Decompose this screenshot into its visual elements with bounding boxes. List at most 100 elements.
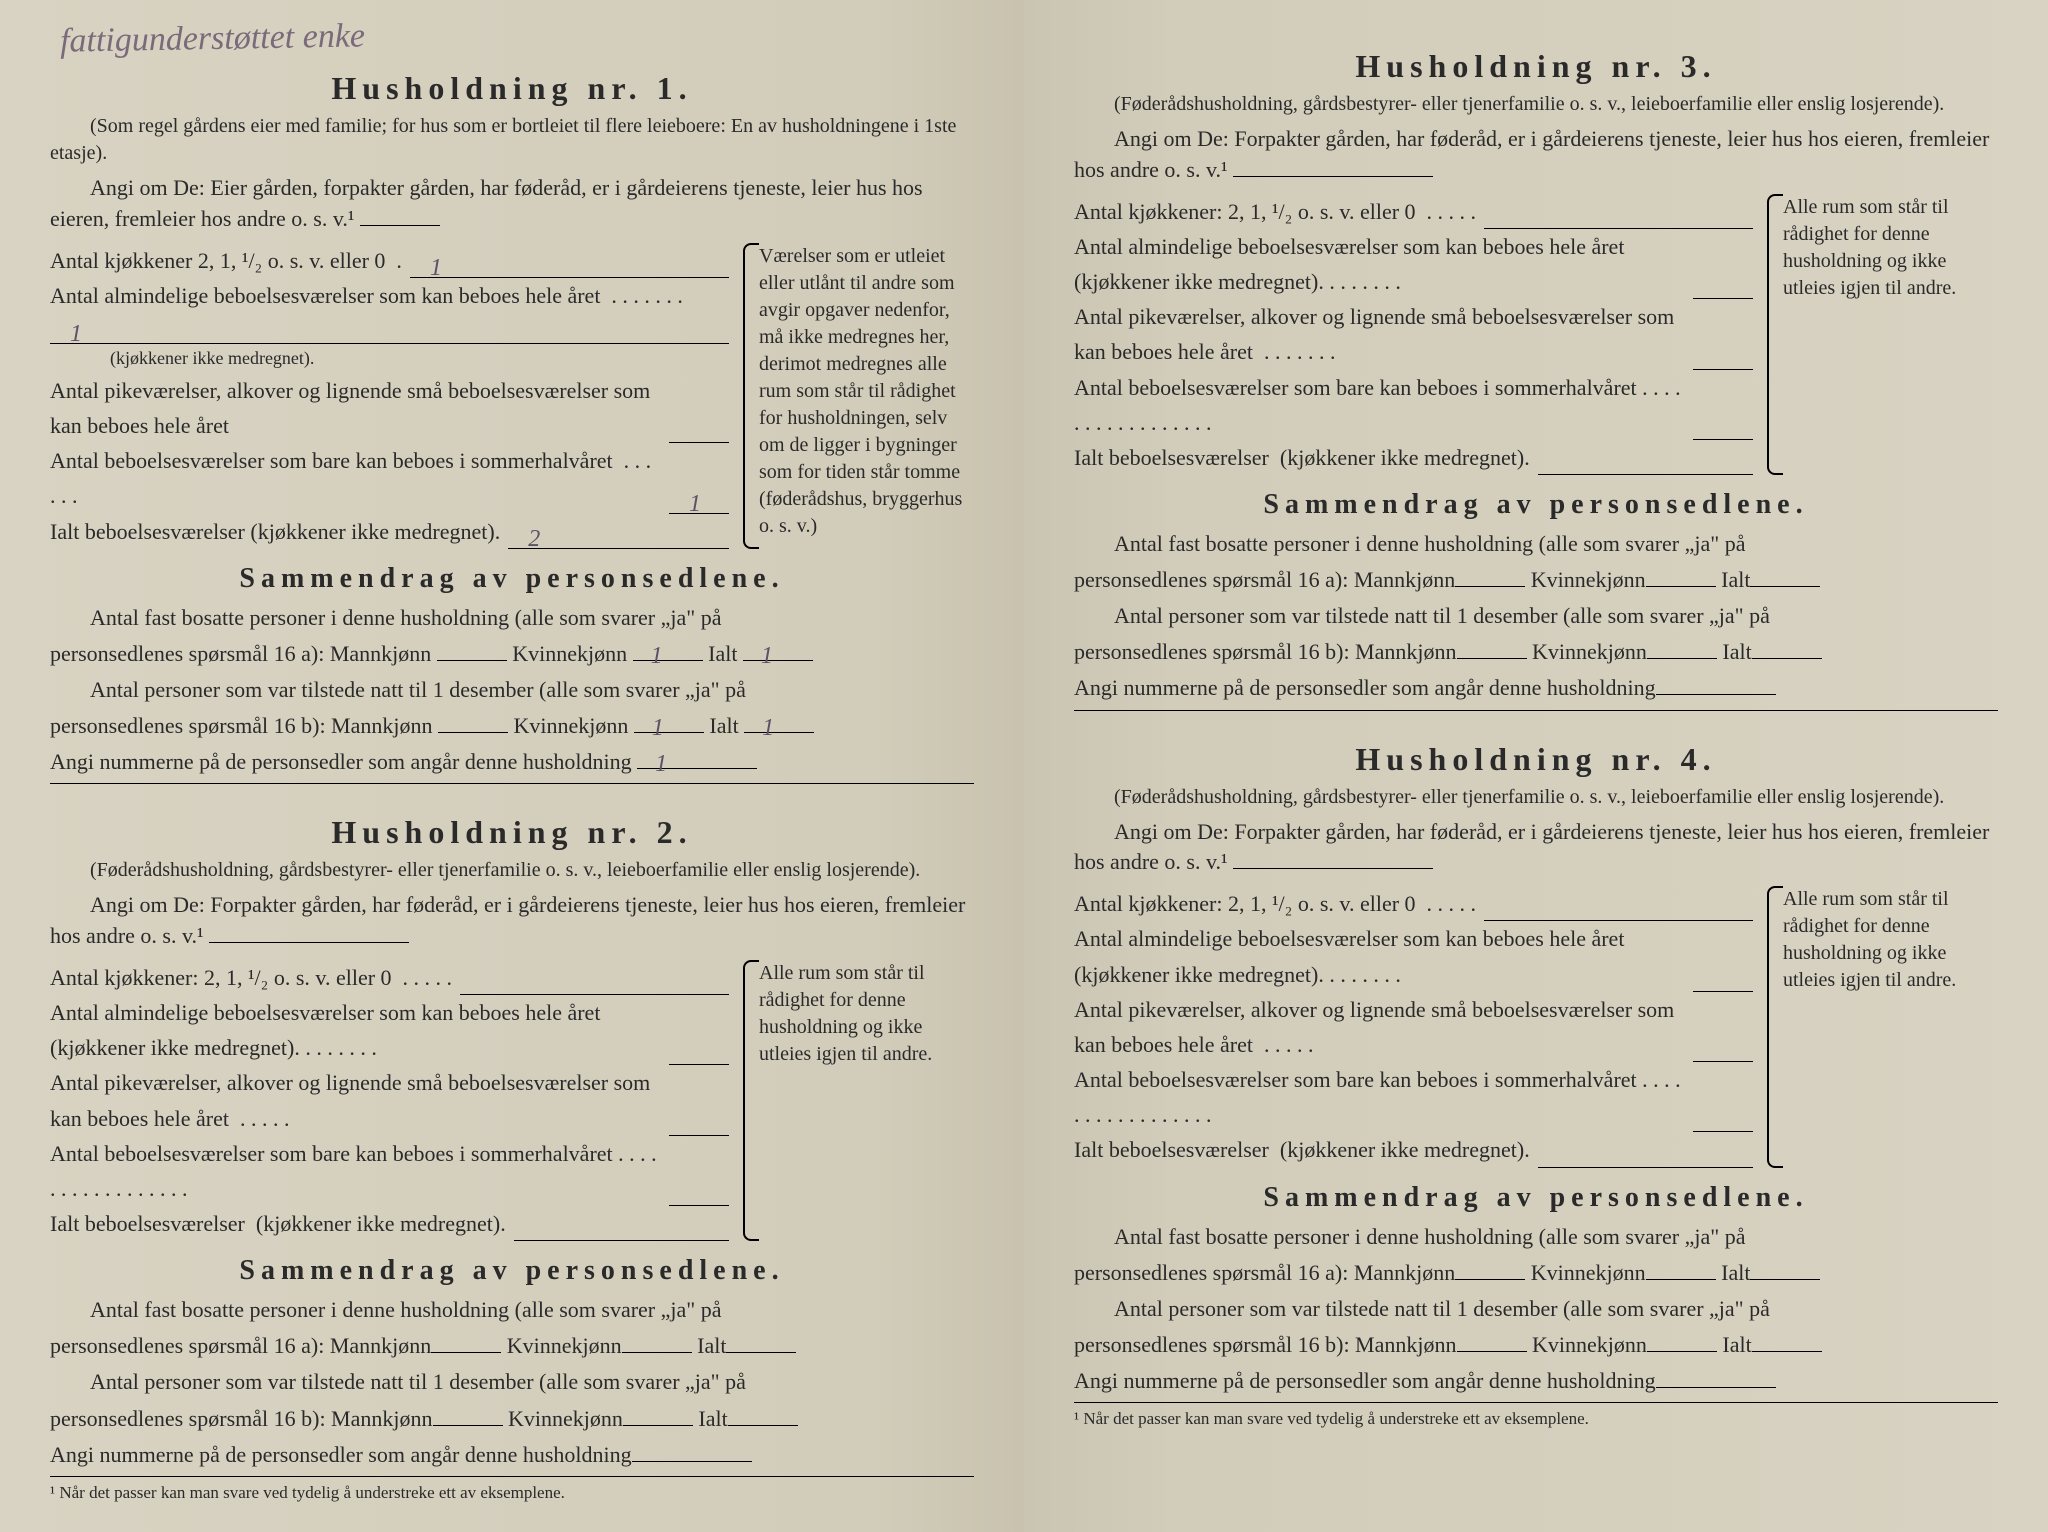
hh2-rule xyxy=(50,1476,974,1477)
hh4-l1: Antal kjøkkener: 2, 1, ¹/₂ o. s. v. elle… xyxy=(1074,886,1753,921)
hh2-l2-blank[interactable] xyxy=(669,1042,729,1065)
hh1-l3-label: Antal pikeværelser, alkover og lignende … xyxy=(50,373,661,443)
hh1-m2[interactable] xyxy=(438,714,508,733)
hh1-l1-blank[interactable]: 1 xyxy=(410,255,729,278)
household-3: Husholdning nr. 3. (Føderådshusholdning,… xyxy=(1074,48,1998,711)
hh2-i1[interactable] xyxy=(726,1334,796,1353)
hh2-answer-blank[interactable] xyxy=(209,924,409,943)
hh4-i1[interactable] xyxy=(1750,1261,1820,1280)
s-kv7: Kvinnekjønn xyxy=(1531,1260,1646,1285)
hh3-m2[interactable] xyxy=(1457,640,1527,659)
hh1-lines: Antal kjøkkener 2, 1, ¹/₂ o. s. v. eller… xyxy=(50,243,729,549)
hh1-l1: Antal kjøkkener 2, 1, ¹/₂ o. s. v. eller… xyxy=(50,243,729,278)
hh4-k2[interactable] xyxy=(1647,1333,1717,1352)
hh1-rule xyxy=(50,783,974,784)
hh1-l4-label: Antal beboelsesværelser som bare kan beb… xyxy=(50,443,661,513)
hh4-l4-blank[interactable] xyxy=(1693,1109,1753,1132)
hh2-k1[interactable] xyxy=(622,1334,692,1353)
hh3-k1[interactable] xyxy=(1646,568,1716,587)
hh2-i2[interactable] xyxy=(728,1407,798,1426)
hh3-l2-blank[interactable] xyxy=(1693,276,1753,299)
hh4-m2[interactable] xyxy=(1457,1333,1527,1352)
household-2: Husholdning nr. 2. (Føderådshusholdning,… xyxy=(50,814,974,1503)
s-ialt: Ialt xyxy=(708,641,737,666)
s-ialt4: Ialt xyxy=(698,1406,727,1431)
hh1-i2-val: 1 xyxy=(762,710,774,747)
hh4-l1-blank[interactable] xyxy=(1484,898,1753,921)
hh3-l1: Antal kjøkkener: 2, 1, ¹/₂ o. s. v. elle… xyxy=(1074,194,1753,229)
hh1-num-val: 1 xyxy=(655,746,667,783)
brace-icon xyxy=(743,243,759,549)
hh1-s-q1b: personsedlenes spørsmål 16 a): Mannkjønn… xyxy=(50,637,974,671)
hh1-m1[interactable] xyxy=(437,642,507,661)
hh2-m1[interactable] xyxy=(431,1334,501,1353)
hh2-lines: Antal kjøkkener: 2, 1, ¹/₂ o. s. v. elle… xyxy=(50,960,729,1242)
brace-icon xyxy=(1767,194,1783,476)
hh1-l2-val: 1 xyxy=(70,315,82,353)
hh3-l4-blank[interactable] xyxy=(1693,417,1753,440)
hh2-l5-blank[interactable] xyxy=(514,1218,729,1241)
hh4-question: Angi om De: Forpakter gården, har føderå… xyxy=(1074,817,1998,879)
hh4-i2[interactable] xyxy=(1752,1333,1822,1352)
hh3-m1[interactable] xyxy=(1455,568,1525,587)
s-kv8: Kvinnekjønn xyxy=(1532,1332,1647,1357)
hh2-num[interactable] xyxy=(632,1443,752,1462)
hh2-l3-label: Antal pikeværelser, alkover og lignende … xyxy=(50,1065,661,1135)
hh4-l4: Antal beboelsesværelser som bare kan beb… xyxy=(1074,1062,1753,1132)
hh4-l3-blank[interactable] xyxy=(1693,1039,1753,1062)
hh1-num[interactable]: 1 xyxy=(637,750,757,769)
hh1-answer-blank[interactable] xyxy=(360,207,440,226)
hh4-sammendrag-title: Sammendrag av personsedlene. xyxy=(1074,1182,1998,1214)
hh3-i1[interactable] xyxy=(1750,568,1820,587)
hh1-sammendrag-title: Sammendrag av personsedlene. xyxy=(50,563,974,595)
hh3-num[interactable] xyxy=(1656,676,1776,695)
s-q3-label3: Angi nummerne på de personsedler som ang… xyxy=(1074,675,1656,700)
hh4-l2: Antal almindelige beboelsesværelser som … xyxy=(1074,921,1753,991)
hh2-s-q1a: Antal fast bosatte personer i denne hush… xyxy=(50,1293,974,1327)
hh3-l1-blank[interactable] xyxy=(1484,206,1753,229)
hh1-i1[interactable]: 1 xyxy=(743,642,813,661)
hh1-question: Angi om De: Eier gården, forpakter gårde… xyxy=(50,173,974,235)
hh2-l4-blank[interactable] xyxy=(669,1183,729,1206)
s-q2b-label3: personsedlenes spørsmål 16 b): Mannkjønn xyxy=(1074,639,1457,664)
s-ialt7: Ialt xyxy=(1721,1260,1750,1285)
hh4-l2-label: Antal almindelige beboelsesværelser som … xyxy=(1074,921,1685,991)
hh2-l1-blank[interactable] xyxy=(460,972,729,995)
hh1-k1[interactable]: 1 xyxy=(633,642,703,661)
hh2-l3: Antal pikeværelser, alkover og lignende … xyxy=(50,1065,729,1135)
hh4-m1[interactable] xyxy=(1455,1261,1525,1280)
hh2-m2[interactable] xyxy=(433,1407,503,1426)
hh3-l2-label: Antal almindelige beboelsesværelser som … xyxy=(1074,229,1685,299)
hh3-l3-blank[interactable] xyxy=(1693,347,1753,370)
hh1-i2[interactable]: 1 xyxy=(744,714,814,733)
hh1-l3-blank[interactable] xyxy=(669,420,729,443)
hh3-lines: Antal kjøkkener: 2, 1, ¹/₂ o. s. v. elle… xyxy=(1074,194,1753,476)
hh1-l4-blank[interactable]: 1 xyxy=(669,491,729,514)
hh3-rule xyxy=(1074,710,1998,711)
hh3-i2[interactable] xyxy=(1752,640,1822,659)
hh4-l3-label: Antal pikeværelser, alkover og lignende … xyxy=(1074,992,1685,1062)
handwritten-note: fattigunderstøttet enke xyxy=(60,17,366,60)
hh3-l5-blank[interactable] xyxy=(1538,452,1753,475)
hh4-num[interactable] xyxy=(1656,1369,1776,1388)
hh3-subtitle: (Føderådshusholdning, gårdsbestyrer- ell… xyxy=(1074,91,1998,118)
hh4-answer-blank[interactable] xyxy=(1233,850,1433,869)
s-kv4: Kvinnekjønn xyxy=(508,1406,623,1431)
hh4-s-q1a: Antal fast bosatte personer i denne hush… xyxy=(1074,1220,1998,1254)
hh2-l3-blank[interactable] xyxy=(669,1113,729,1136)
hh3-answer-blank[interactable] xyxy=(1233,158,1433,177)
hh1-l2-blank[interactable]: 1 xyxy=(50,321,729,344)
hh1-k1-val: 1 xyxy=(651,638,663,675)
hh1-k2[interactable]: 1 xyxy=(634,714,704,733)
hh3-k2[interactable] xyxy=(1647,640,1717,659)
hh4-l5-blank[interactable] xyxy=(1538,1145,1753,1168)
hh2-k2[interactable] xyxy=(623,1407,693,1426)
s-kv: Kvinnekjønn xyxy=(512,641,627,666)
hh3-l3-label: Antal pikeværelser, alkover og lignende … xyxy=(1074,299,1685,369)
hh4-k1[interactable] xyxy=(1646,1261,1716,1280)
hh1-question-text: Angi om De: Eier gården, forpakter gårde… xyxy=(50,175,923,231)
s-q1b-label3: personsedlenes spørsmål 16 a): Mannkjønn xyxy=(1074,567,1455,592)
s-ialt6: Ialt xyxy=(1722,639,1751,664)
hh4-l2-blank[interactable] xyxy=(1693,969,1753,992)
hh1-l5-blank[interactable]: 2 xyxy=(508,526,729,549)
